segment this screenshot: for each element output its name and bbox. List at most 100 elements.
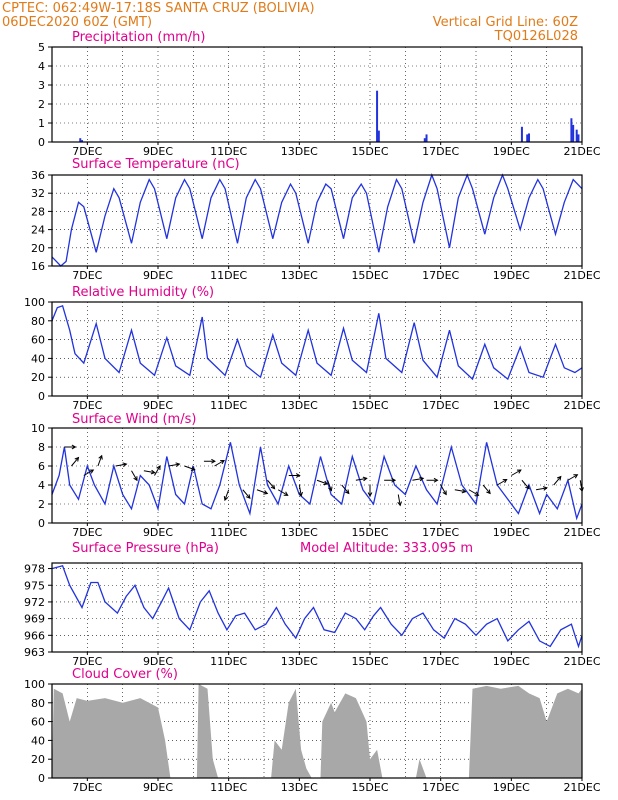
precip-xtick-label: 21DEC xyxy=(563,145,600,158)
wind-arrow xyxy=(267,479,275,489)
temp-ytick-label: 28 xyxy=(31,205,45,218)
temp-xtick-label: 11DEC xyxy=(210,269,247,282)
rh-xtick-label: 9DEC xyxy=(143,399,173,412)
precip-bar xyxy=(425,134,428,142)
wind-arrow-head xyxy=(502,478,508,484)
wind-arrow xyxy=(567,474,578,481)
cloud-xtick-label: 7DEC xyxy=(72,781,102,794)
rh-ytick-label: 80 xyxy=(31,315,45,328)
temp-xtick-label: 21DEC xyxy=(563,269,600,282)
temp-xtick-label: 15DEC xyxy=(351,269,388,282)
pressure-ytick-label: 972 xyxy=(24,596,45,609)
wind-arrow-head xyxy=(89,469,95,474)
precip-title: Precipitation (mm/h) xyxy=(72,30,205,45)
wind-arrow xyxy=(214,460,225,467)
rh-ytick-label: 60 xyxy=(31,334,45,347)
cloud-xtick-label: 13DEC xyxy=(281,781,318,794)
wind-arrow-head xyxy=(573,474,579,479)
wind-arrow-head xyxy=(175,462,181,467)
wind-arrow xyxy=(521,479,530,489)
wind-arrow xyxy=(256,489,268,494)
pressure-xtick-label: 7DEC xyxy=(72,655,102,668)
wind-arrow-head xyxy=(283,491,289,496)
wind-arrow-head xyxy=(133,476,138,482)
rh-xtick-label: 19DEC xyxy=(493,399,530,412)
wind-ytick-label: 8 xyxy=(38,441,45,454)
wind-ytick-label: 2 xyxy=(38,498,45,511)
panel-precip: Precipitation (mm/h) 0 1 2 3 4 5 7DEC 9DEC 11DEC 1… xyxy=(38,30,601,158)
precip-ytick-label: 3 xyxy=(38,79,45,92)
wind-arrow-head xyxy=(328,486,333,492)
wind-arrow xyxy=(316,479,328,485)
wind-arrow xyxy=(83,469,94,476)
wind-arrow xyxy=(277,489,288,496)
wind-series-line xyxy=(51,442,583,521)
wind-arrow xyxy=(154,465,161,476)
temp-ytick-label: 36 xyxy=(31,169,45,182)
wind-arrow-head xyxy=(245,494,251,500)
precip-bar xyxy=(81,140,84,142)
rh-xtick-label: 21DEC xyxy=(563,399,600,412)
pressure-ytick-label: 966 xyxy=(24,629,45,642)
precip-ytick-label: 2 xyxy=(38,98,45,111)
wind-xtick-label: 21DEC xyxy=(563,526,600,539)
pressure-xtick-label: 17DEC xyxy=(422,655,459,668)
temp-frame xyxy=(51,174,583,267)
wind-arrow xyxy=(440,484,447,495)
wind-arrow-head xyxy=(270,484,276,490)
precip-xtick-label: 7DEC xyxy=(72,145,102,158)
pressure-ytick-label: 963 xyxy=(24,646,45,659)
precip-bar xyxy=(376,90,379,142)
temp-title: Surface Temperature (nC) xyxy=(72,157,240,172)
pressure-annotation: Model Altitude: 333.095 m xyxy=(300,541,473,556)
wind-arrow xyxy=(168,463,180,467)
cloud-ytick-label: 80 xyxy=(31,697,45,710)
pressure-xtick-label: 9DEC xyxy=(143,655,173,668)
rh-xtick-label: 13DEC xyxy=(281,399,318,412)
cloud-ytick-label: 60 xyxy=(31,716,45,729)
wind-arrow-head xyxy=(122,462,128,467)
pressure-series-line xyxy=(51,565,583,649)
precip-bar xyxy=(520,126,523,142)
wind-xtick-label: 15DEC xyxy=(351,526,388,539)
rh-series-line xyxy=(51,304,583,381)
rh-ytick-label: 20 xyxy=(31,371,45,384)
precip-xtick-label: 11DEC xyxy=(210,145,247,158)
wind-arrow xyxy=(511,469,522,476)
cloud-area xyxy=(52,684,582,778)
wind-arrow xyxy=(143,470,155,474)
wind-ytick-label: 10 xyxy=(31,422,45,435)
pressure-xtick-label: 15DEC xyxy=(351,655,388,668)
wind-arrow-head xyxy=(263,490,269,495)
cloud-xtick-label: 17DEC xyxy=(422,781,459,794)
pressure-ytick-label: 969 xyxy=(24,613,45,626)
precip-xtick-label: 9DEC xyxy=(143,145,173,158)
wind-arrow-head xyxy=(344,489,350,495)
wind-arrow xyxy=(355,477,367,481)
wind-arrow xyxy=(553,476,562,486)
pressure-xtick-label: 19DEC xyxy=(493,655,530,668)
wind-arrow-head xyxy=(516,469,522,474)
rh-frame xyxy=(51,301,583,397)
panel-cloud: Cloud Cover (%) 0 20 40 60 80 100 7DEC 9DEC 11DEC… xyxy=(24,667,601,794)
wind-arrow xyxy=(184,465,196,471)
rh-ytick-label: 100 xyxy=(24,296,45,309)
cloud-xtick-label: 15DEC xyxy=(351,781,388,794)
precip-frame xyxy=(51,46,583,143)
temp-series-line xyxy=(51,173,583,267)
temp-ytick-label: 16 xyxy=(31,260,45,273)
wind-arrow-head xyxy=(486,489,491,495)
wind-arrow xyxy=(468,489,479,496)
temp-xtick-label: 17DEC xyxy=(422,269,459,282)
rh-ytick-label: 0 xyxy=(38,390,45,403)
wind-arrow xyxy=(131,470,138,481)
temp-xtick-label: 9DEC xyxy=(143,269,173,282)
wind-frame xyxy=(51,427,583,524)
precip-bar xyxy=(528,133,530,142)
wind-arrow-head xyxy=(323,480,329,486)
pressure-xtick-label: 13DEC xyxy=(281,655,318,668)
wind-xtick-label: 17DEC xyxy=(422,526,459,539)
wind-ytick-label: 4 xyxy=(38,479,45,492)
rh-xtick-label: 7DEC xyxy=(72,399,102,412)
